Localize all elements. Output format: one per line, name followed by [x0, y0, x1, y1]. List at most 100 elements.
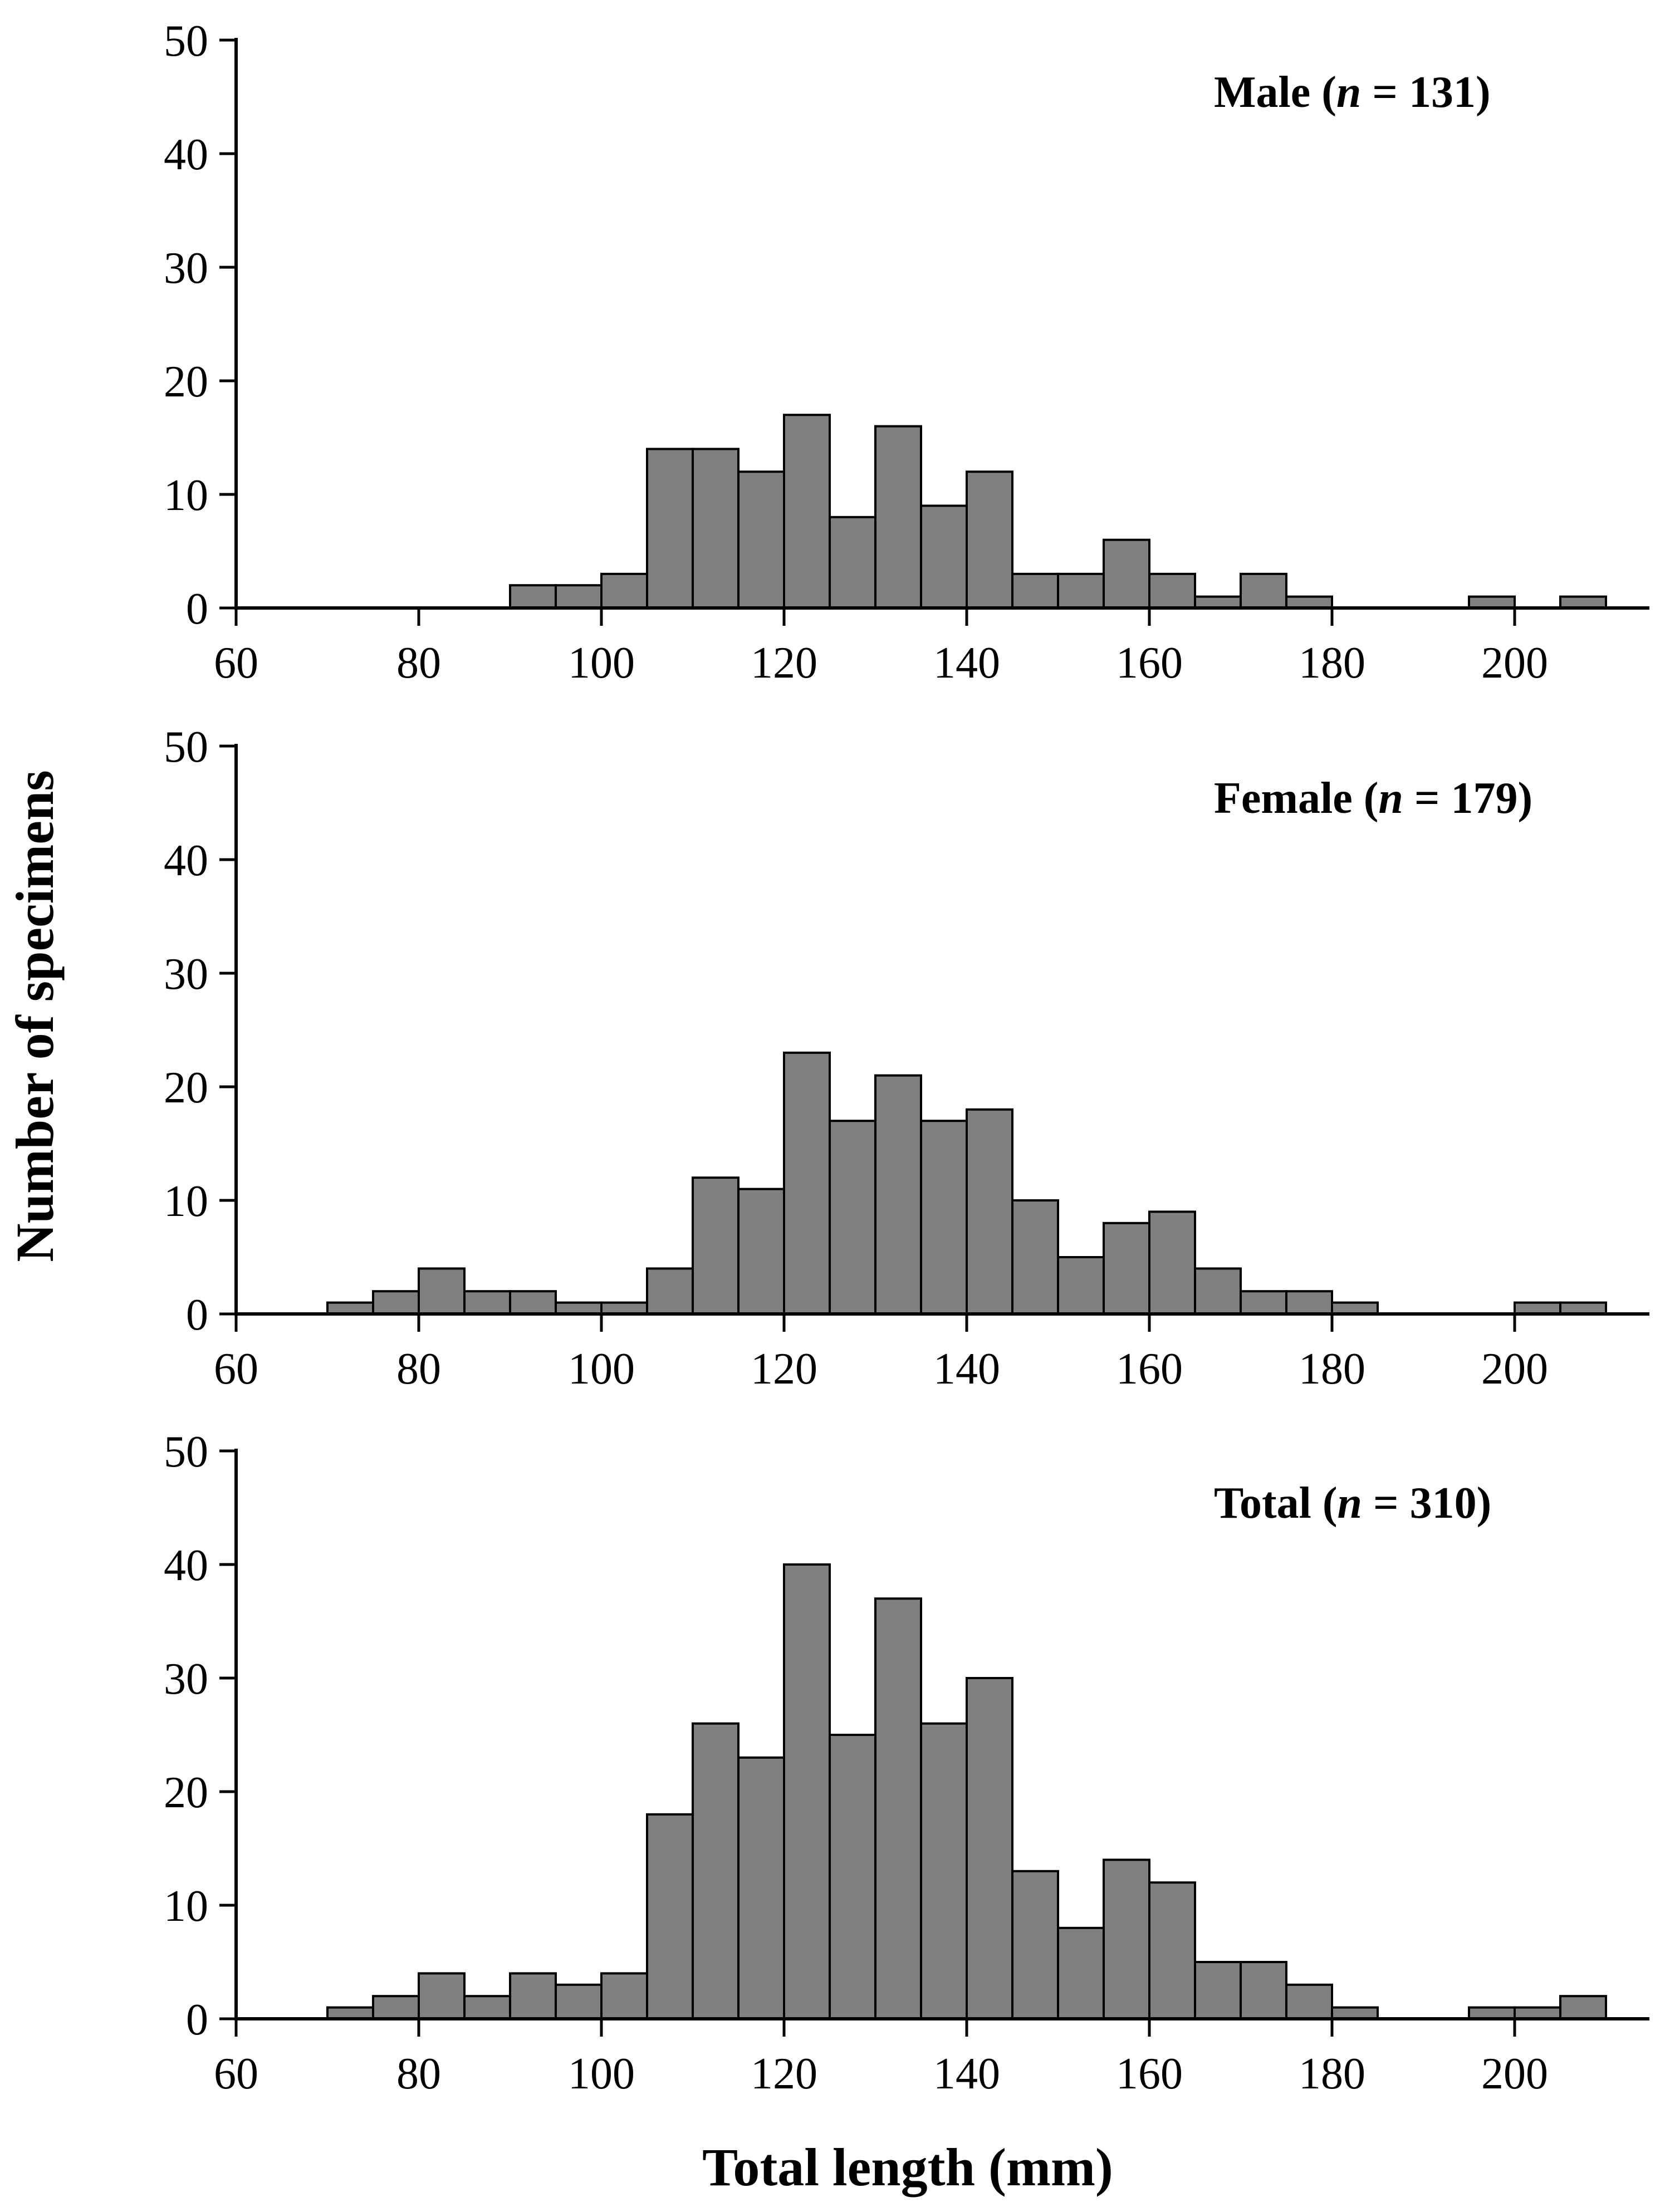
- panel-total: 0 10 20 30 40 50 60 80 100 120 140 160 180 200 Total (…: [164, 1428, 1649, 2098]
- bar-female-135: [920, 1120, 968, 1315]
- x-tick-label-female-140: 140: [933, 1345, 1000, 1394]
- bar-total-70: [326, 2006, 374, 2020]
- y-tick-label-total-40: 40: [164, 1541, 208, 1590]
- x-tick-label-male-160: 160: [1116, 639, 1183, 688]
- x-tick-label-total-140: 140: [933, 2049, 1000, 2098]
- bar-total-135: [920, 1722, 968, 2020]
- bar-male-175: [1285, 595, 1333, 609]
- x-tick-label-female-200: 200: [1481, 1345, 1548, 1394]
- bar-total-130: [874, 1597, 922, 2020]
- bar-male-95: [555, 584, 603, 609]
- x-tick-label-male-100: 100: [568, 639, 635, 688]
- x-tick-label-total-160: 160: [1116, 2049, 1183, 2098]
- bar-total-205: [1559, 1995, 1607, 2020]
- bar-female-140: [966, 1108, 1013, 1316]
- bar-total-150: [1057, 1926, 1105, 2020]
- bar-female-130: [874, 1074, 922, 1315]
- bar-total-85: [463, 1995, 511, 2020]
- bar-female-165: [1194, 1267, 1242, 1315]
- bar-male-205: [1559, 595, 1607, 609]
- x-tick-label-total-180: 180: [1299, 2049, 1365, 2098]
- bar-female-160: [1148, 1210, 1196, 1315]
- bar-total-195: [1468, 2006, 1516, 2020]
- bar-total-145: [1011, 1870, 1059, 2020]
- y-tick-label-total-0: 0: [186, 1995, 208, 2044]
- y-tick-label-female-20: 20: [164, 1063, 208, 1112]
- x-tick-label-female-100: 100: [568, 1345, 635, 1394]
- bar-female-110: [692, 1176, 740, 1315]
- y-tick-label-female-40: 40: [164, 836, 208, 885]
- bar-total-180: [1331, 2006, 1379, 2020]
- bar-female-125: [829, 1120, 876, 1315]
- x-tick-label-female-160: 160: [1116, 1345, 1183, 1394]
- bar-female-85: [463, 1290, 511, 1315]
- bar-total-105: [646, 1813, 694, 2020]
- bar-total-140: [966, 1677, 1013, 2020]
- bar-total-120: [783, 1563, 831, 2020]
- y-tick-label-total-30: 30: [164, 1655, 208, 1704]
- x-tick-label-male-80: 80: [396, 639, 441, 688]
- bar-female-75: [372, 1290, 420, 1315]
- bar-total-95: [555, 1983, 603, 2020]
- y-axis-title: Number of specimens: [5, 770, 65, 1262]
- bar-total-80: [418, 1972, 466, 2020]
- x-tick-label-male-180: 180: [1299, 639, 1365, 688]
- bar-male-160: [1148, 572, 1196, 610]
- y-tick-label-female-50: 50: [164, 723, 208, 772]
- panel-female: 0 10 20 30 40 50 60 80 100 120 140 160 180 200 Female …: [164, 723, 1649, 1394]
- panel-male: 0 10 20 30 40 50 60 80 100 120 140 160 180 200 Male (n…: [164, 17, 1649, 688]
- y-tick-label-male-40: 40: [164, 130, 208, 179]
- bar-total-170: [1240, 1961, 1287, 2020]
- bar-male-195: [1468, 595, 1516, 609]
- bar-female-155: [1103, 1222, 1150, 1316]
- bar-male-130: [874, 425, 922, 609]
- bar-total-115: [737, 1756, 785, 2020]
- panel-title-male: Male (n = 131): [1214, 68, 1491, 117]
- bar-total-200: [1514, 2006, 1561, 2020]
- x-tick-label-male-60: 60: [214, 639, 258, 688]
- bar-total-125: [829, 1734, 876, 2020]
- x-tick-label-female-180: 180: [1299, 1345, 1365, 1394]
- bar-male-140: [966, 470, 1013, 610]
- bar-female-95: [555, 1301, 603, 1316]
- bar-female-145: [1011, 1199, 1059, 1315]
- bar-female-120: [783, 1051, 831, 1316]
- x-tick-label-female-80: 80: [396, 1345, 441, 1394]
- bar-female-170: [1240, 1290, 1287, 1315]
- bar-male-120: [783, 414, 831, 609]
- bar-male-125: [829, 516, 876, 609]
- bar-female-90: [509, 1290, 557, 1315]
- bar-male-165: [1194, 595, 1242, 609]
- y-tick-label-male-30: 30: [164, 244, 208, 293]
- y-tick-label-total-10: 10: [164, 1882, 208, 1931]
- x-tick-label-male-200: 200: [1481, 639, 1548, 688]
- x-tick-label-male-140: 140: [933, 639, 1000, 688]
- panel-title-female: Female (n = 179): [1214, 774, 1532, 823]
- bar-male-155: [1103, 538, 1150, 609]
- y-tick-label-male-10: 10: [164, 471, 208, 520]
- y-tick-label-female-10: 10: [164, 1177, 208, 1226]
- x-tick-label-total-120: 120: [751, 2049, 817, 2098]
- bar-male-110: [692, 448, 740, 610]
- bar-male-145: [1011, 572, 1059, 610]
- bar-total-110: [692, 1722, 740, 2020]
- bar-male-135: [920, 504, 968, 610]
- bar-total-75: [372, 1995, 420, 2020]
- bar-female-180: [1331, 1301, 1379, 1316]
- y-tick-label-male-20: 20: [164, 357, 208, 406]
- bar-total-90: [509, 1972, 557, 2020]
- bar-female-105: [646, 1267, 694, 1315]
- x-tick-label-total-200: 200: [1481, 2049, 1548, 2098]
- x-tick-label-female-120: 120: [751, 1345, 817, 1394]
- bar-female-115: [737, 1188, 785, 1316]
- bar-total-155: [1103, 1858, 1150, 2020]
- y-tick-label-female-0: 0: [186, 1291, 208, 1340]
- x-tick-label-male-120: 120: [751, 639, 817, 688]
- bar-total-175: [1285, 1983, 1333, 2020]
- bar-male-90: [509, 584, 557, 609]
- bar-male-100: [600, 572, 648, 610]
- bar-total-165: [1194, 1961, 1242, 2020]
- bar-male-150: [1057, 572, 1105, 610]
